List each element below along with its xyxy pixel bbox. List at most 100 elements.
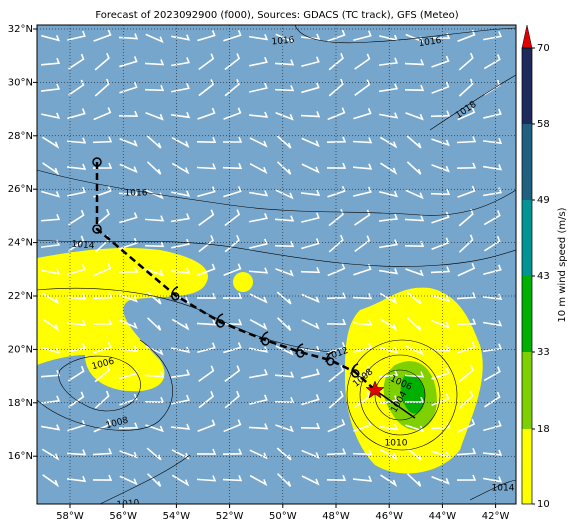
wind-barb bbox=[483, 420, 502, 432]
wind-barb bbox=[352, 137, 373, 144]
wind-barb bbox=[458, 208, 474, 227]
wind-barb bbox=[170, 57, 190, 67]
wind-barb bbox=[326, 448, 347, 456]
wind-barb bbox=[144, 215, 165, 222]
isobar-label: 1010 bbox=[116, 498, 140, 510]
wind-barb bbox=[198, 365, 215, 382]
wind-barb bbox=[146, 317, 162, 331]
wind-barb bbox=[406, 161, 422, 175]
wind-barb bbox=[431, 475, 450, 485]
wind-barb bbox=[119, 163, 138, 174]
wind-barb bbox=[431, 320, 450, 329]
wind-barb bbox=[300, 422, 321, 429]
wind-barb bbox=[66, 449, 87, 456]
wind-barb bbox=[93, 341, 112, 354]
wind-barb bbox=[67, 30, 86, 41]
wind-barb bbox=[198, 79, 215, 97]
wind-barb bbox=[66, 319, 87, 327]
wind-barb bbox=[196, 163, 217, 170]
wind-barb bbox=[275, 345, 294, 356]
wind-barb bbox=[458, 364, 474, 383]
wind-barb bbox=[171, 394, 190, 405]
wind-barb bbox=[277, 473, 292, 487]
wind-barb bbox=[66, 475, 87, 483]
wind-barb bbox=[328, 234, 344, 253]
wind-barb bbox=[457, 107, 476, 121]
wind-barb bbox=[171, 318, 190, 331]
wind-barb bbox=[198, 391, 214, 409]
wind-barb bbox=[378, 57, 399, 66]
wind-barb bbox=[404, 215, 425, 222]
wind-barb bbox=[197, 186, 216, 198]
wind-barb bbox=[197, 263, 216, 276]
wind-barb bbox=[300, 189, 321, 197]
wind-barb bbox=[222, 448, 243, 455]
wind-barb bbox=[276, 291, 292, 305]
wind-barb bbox=[431, 138, 450, 147]
x-tick-label: 44°W bbox=[429, 511, 457, 522]
wind-barb bbox=[92, 136, 113, 144]
wind-barb bbox=[42, 474, 60, 488]
wind-barb bbox=[41, 112, 61, 119]
wind-barb bbox=[222, 163, 243, 170]
wind-barb bbox=[118, 33, 139, 40]
wind-barb bbox=[223, 29, 242, 42]
wind-barb bbox=[326, 318, 347, 325]
wind-barb bbox=[458, 234, 474, 253]
wind-barb bbox=[379, 112, 399, 119]
y-tick-label: 26°N bbox=[8, 184, 33, 195]
wind-barb bbox=[94, 365, 110, 383]
colorbar-tick-label: 18 bbox=[537, 424, 550, 435]
wind-barb bbox=[224, 209, 241, 227]
wind-barb bbox=[431, 450, 450, 458]
wind-barb bbox=[379, 136, 398, 149]
wind-barb bbox=[380, 474, 398, 488]
wind-barb bbox=[275, 424, 294, 433]
wind-barb bbox=[119, 475, 138, 486]
track-forecast bbox=[374, 389, 416, 419]
wind-barb bbox=[224, 365, 241, 383]
wind-barb bbox=[456, 162, 477, 170]
wind-barb bbox=[198, 209, 215, 226]
isobar-label: 1016 bbox=[418, 36, 442, 49]
wind-barb bbox=[145, 33, 164, 44]
wind-barb bbox=[483, 210, 501, 226]
wind-barb bbox=[458, 78, 474, 97]
wind-barb bbox=[483, 264, 502, 275]
wind-barb bbox=[92, 474, 113, 481]
wind-barb bbox=[353, 30, 372, 42]
wind-barb bbox=[404, 84, 425, 92]
wind-area-yellow bbox=[233, 272, 253, 292]
map-area: 1016 101610181016101410061008101010121008… bbox=[37, 25, 516, 510]
wind-barb bbox=[457, 418, 476, 433]
wind-barb bbox=[379, 292, 398, 305]
wind-barb bbox=[68, 391, 85, 408]
wind-barb bbox=[170, 267, 191, 275]
wind-barb bbox=[301, 163, 320, 174]
wind-barb bbox=[144, 59, 165, 66]
wind-barb bbox=[171, 34, 191, 41]
wind-barb bbox=[431, 81, 450, 94]
x-tick-label: 56°W bbox=[109, 511, 137, 522]
colorbar-segment bbox=[522, 276, 532, 352]
wind-barb bbox=[92, 162, 113, 169]
wind-barb bbox=[119, 212, 138, 224]
wind-barb bbox=[379, 190, 399, 198]
wind-barb bbox=[248, 111, 269, 118]
wind-barb bbox=[170, 369, 191, 379]
wind-barb bbox=[456, 292, 477, 300]
wind-barb bbox=[93, 29, 112, 42]
wind-barb bbox=[352, 163, 373, 170]
wind-barb bbox=[94, 208, 110, 227]
wind-barb bbox=[66, 163, 87, 171]
wind-barb bbox=[118, 110, 139, 117]
wind-barb bbox=[301, 449, 320, 459]
wind-barb bbox=[249, 318, 268, 331]
wind-barb bbox=[405, 424, 424, 433]
wind-barb bbox=[68, 235, 85, 252]
wind-barb bbox=[327, 29, 346, 42]
wind-barb bbox=[42, 318, 60, 332]
wind-barb bbox=[223, 263, 242, 277]
map-frame bbox=[36, 24, 517, 505]
